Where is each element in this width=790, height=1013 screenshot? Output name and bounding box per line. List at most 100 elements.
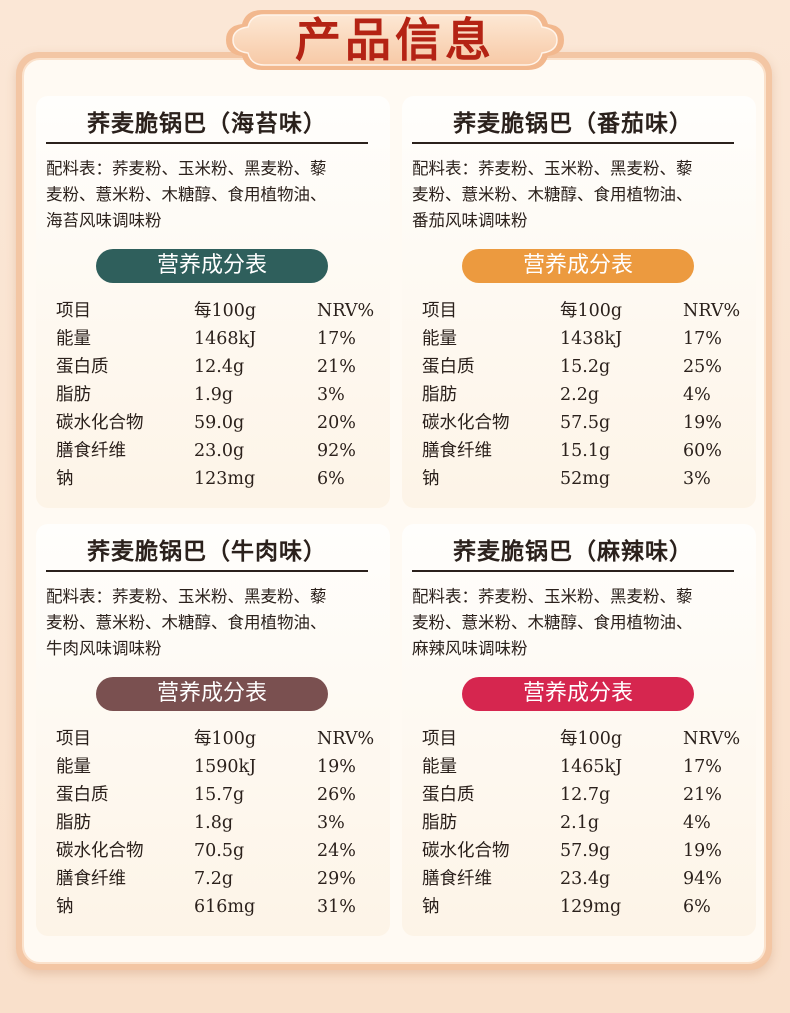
row-nrv: 60% xyxy=(683,441,722,461)
row-value: 57.9g xyxy=(560,841,611,861)
ingredients-list: 配料表：荞麦粉、玉米粉、黑麦粉、藜 麦粉、薏米粉、木糖醇、食用植物油、 海苔风味… xyxy=(46,156,384,234)
ingredients-line: 配料表：荞麦粉、玉米粉、黑麦粉、藜 xyxy=(46,159,327,178)
row-nrv: 6% xyxy=(317,469,345,489)
product-name: 荞麦脆锅巴（牛肉味） xyxy=(46,534,368,572)
product-name: 荞麦脆锅巴（番茄味） xyxy=(412,106,734,144)
row-value: 1468kJ xyxy=(194,329,257,349)
row-item: 能量 xyxy=(422,329,457,349)
row-value: 52mg xyxy=(560,469,611,489)
ingredients-line: 麦粉、薏米粉、木糖醇、食用植物油、 xyxy=(412,185,693,204)
row-value: 15.1g xyxy=(560,441,611,461)
table-row: 膳食纤维 23.0g 92% xyxy=(56,437,386,465)
row-nrv: 19% xyxy=(683,841,722,861)
header-per100g: 每100g xyxy=(194,729,257,749)
table-header-row: 项目 每100g NRV% xyxy=(56,297,386,325)
ingredients-list: 配料表：荞麦粉、玉米粉、黑麦粉、藜 麦粉、薏米粉、木糖醇、食用植物油、 麻辣风味… xyxy=(412,584,750,662)
row-value: 1590kJ xyxy=(194,757,257,777)
row-item: 脂肪 xyxy=(56,813,91,833)
ingredients-line: 配料表：荞麦粉、玉米粉、黑麦粉、藜 xyxy=(412,587,693,606)
row-value: 12.4g xyxy=(194,357,245,377)
header-item: 项目 xyxy=(56,301,91,321)
table-row: 能量 1468kJ 17% xyxy=(56,325,386,353)
header-per100g: 每100g xyxy=(560,301,623,321)
table-row: 脂肪 1.8g 3% xyxy=(56,809,386,837)
table-row: 碳水化合物 57.9g 19% xyxy=(422,837,752,865)
row-item: 能量 xyxy=(56,757,91,777)
product-card-seaweed: 荞麦脆锅巴（海苔味） 配料表：荞麦粉、玉米粉、黑麦粉、藜 麦粉、薏米粉、木糖醇、… xyxy=(36,96,390,508)
table-row: 脂肪 2.2g 4% xyxy=(422,381,752,409)
table-row: 钠 123mg 6% xyxy=(56,465,386,493)
header-nrv: NRV% xyxy=(683,301,741,321)
row-value: 1.8g xyxy=(194,813,234,833)
row-nrv: 17% xyxy=(317,329,356,349)
row-value: 1465kJ xyxy=(560,757,623,777)
table-row: 碳水化合物 57.5g 19% xyxy=(422,409,752,437)
row-nrv: 4% xyxy=(683,385,711,405)
row-value: 7.2g xyxy=(194,869,234,889)
row-value: 1438kJ xyxy=(560,329,623,349)
row-item: 碳水化合物 xyxy=(56,841,144,861)
row-value: 2.2g xyxy=(560,385,600,405)
table-row: 蛋白质 15.7g 26% xyxy=(56,781,386,809)
row-nrv: 20% xyxy=(317,413,356,433)
row-nrv: 26% xyxy=(317,785,356,805)
product-card-spicy: 荞麦脆锅巴（麻辣味） 配料表：荞麦粉、玉米粉、黑麦粉、藜 麦粉、薏米粉、木糖醇、… xyxy=(402,524,756,936)
ingredients-line: 牛肉风味调味粉 xyxy=(46,639,162,658)
header-per100g: 每100g xyxy=(560,729,623,749)
row-nrv: 92% xyxy=(317,441,356,461)
table-row: 膳食纤维 7.2g 29% xyxy=(56,865,386,893)
table-row: 膳食纤维 23.4g 94% xyxy=(422,865,752,893)
row-item: 钠 xyxy=(56,469,74,489)
table-row: 碳水化合物 59.0g 20% xyxy=(56,409,386,437)
row-value: 123mg xyxy=(194,469,256,489)
row-item: 脂肪 xyxy=(422,813,457,833)
row-item: 蛋白质 xyxy=(56,357,109,377)
table-header-row: 项目 每100g NRV% xyxy=(56,725,386,753)
row-item: 蛋白质 xyxy=(422,357,475,377)
row-value: 23.0g xyxy=(194,441,245,461)
row-item: 蛋白质 xyxy=(422,785,475,805)
row-item: 碳水化合物 xyxy=(422,413,510,433)
row-nrv: 94% xyxy=(683,869,722,889)
header-nrv: NRV% xyxy=(683,729,741,749)
row-nrv: 3% xyxy=(317,385,345,405)
row-value: 15.2g xyxy=(560,357,611,377)
row-item: 膳食纤维 xyxy=(56,869,126,889)
nutrition-table: 项目 每100g NRV% 能量 1465kJ 17% 蛋白质 12.7g 21% 脂肪… xyxy=(422,725,752,921)
row-value: 2.1g xyxy=(560,813,600,833)
page-title: 产品信息 xyxy=(295,13,495,67)
row-value: 57.5g xyxy=(560,413,611,433)
row-value: 70.5g xyxy=(194,841,245,861)
nutrition-table: 项目 每100g NRV% 能量 1438kJ 17% 蛋白质 15.2g 25% 脂肪… xyxy=(422,297,752,493)
row-value: 129mg xyxy=(560,897,622,917)
row-item: 膳食纤维 xyxy=(56,441,126,461)
row-item: 膳食纤维 xyxy=(422,869,492,889)
row-item: 碳水化合物 xyxy=(422,841,510,861)
table-row: 能量 1438kJ 17% xyxy=(422,325,752,353)
nutrition-heading-pill: 营养成分表 xyxy=(96,249,328,283)
title-plaque: 产品信息 xyxy=(222,4,568,74)
product-name: 荞麦脆锅巴（麻辣味） xyxy=(412,534,734,572)
table-row: 能量 1465kJ 17% xyxy=(422,753,752,781)
table-row: 能量 1590kJ 19% xyxy=(56,753,386,781)
row-nrv: 4% xyxy=(683,813,711,833)
row-nrv: 19% xyxy=(683,413,722,433)
row-nrv: 24% xyxy=(317,841,356,861)
row-item: 钠 xyxy=(56,897,74,917)
nutrition-heading-pill: 营养成分表 xyxy=(462,249,694,283)
row-value: 59.0g xyxy=(194,413,245,433)
ingredients-line: 配料表：荞麦粉、玉米粉、黑麦粉、藜 xyxy=(412,159,693,178)
row-value: 616mg xyxy=(194,897,256,917)
row-item: 钠 xyxy=(422,469,440,489)
row-nrv: 6% xyxy=(683,897,711,917)
ingredients-line: 麦粉、薏米粉、木糖醇、食用植物油、 xyxy=(46,185,327,204)
row-item: 蛋白质 xyxy=(56,785,109,805)
ingredients-line: 番茄风味调味粉 xyxy=(412,211,528,230)
table-header-row: 项目 每100g NRV% xyxy=(422,297,752,325)
row-item: 脂肪 xyxy=(56,385,91,405)
table-row: 钠 129mg 6% xyxy=(422,893,752,921)
product-card-tomato: 荞麦脆锅巴（番茄味） 配料表：荞麦粉、玉米粉、黑麦粉、藜 麦粉、薏米粉、木糖醇、… xyxy=(402,96,756,508)
row-item: 钠 xyxy=(422,897,440,917)
ingredients-list: 配料表：荞麦粉、玉米粉、黑麦粉、藜 麦粉、薏米粉、木糖醇、食用植物油、 番茄风味… xyxy=(412,156,750,234)
table-header-row: 项目 每100g NRV% xyxy=(422,725,752,753)
